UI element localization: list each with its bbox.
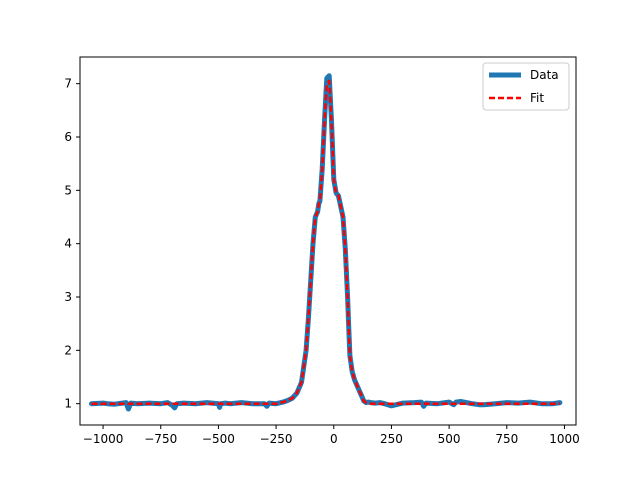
- y-tick-label: 5: [64, 183, 72, 197]
- x-tick-label: 750: [495, 432, 518, 446]
- legend-data-label: Data: [530, 68, 559, 82]
- y-tick-label: 2: [64, 343, 72, 357]
- fit-series-line: [91, 79, 560, 405]
- legend-fit-label: Fit: [530, 91, 544, 105]
- x-tick-label: 500: [438, 432, 461, 446]
- x-tick-label: 1000: [549, 432, 580, 446]
- legend: Data Fit: [482, 62, 570, 111]
- x-tick-label: −500: [202, 432, 235, 446]
- x-tick-label: 0: [330, 432, 338, 446]
- y-tick-label: 7: [64, 77, 72, 91]
- axes-border: [79, 56, 577, 426]
- x-tick-label: −1000: [83, 432, 124, 446]
- y-tick-label: 1: [64, 397, 72, 411]
- y-tick-label: 6: [64, 130, 72, 144]
- y-tick-label: 3: [64, 290, 72, 304]
- plot-area: [89, 73, 563, 412]
- x-tick-label: −750: [144, 432, 177, 446]
- x-axis: −1000 −750 −500 −250 0 250 500 750 1000: [83, 425, 580, 446]
- y-tick-label: 4: [64, 237, 72, 251]
- x-tick-label: 250: [380, 432, 403, 446]
- axes-frame: [79, 56, 577, 426]
- x-tick-label: −250: [260, 432, 293, 446]
- y-axis: 1 2 3 4 5 6 7: [64, 77, 80, 411]
